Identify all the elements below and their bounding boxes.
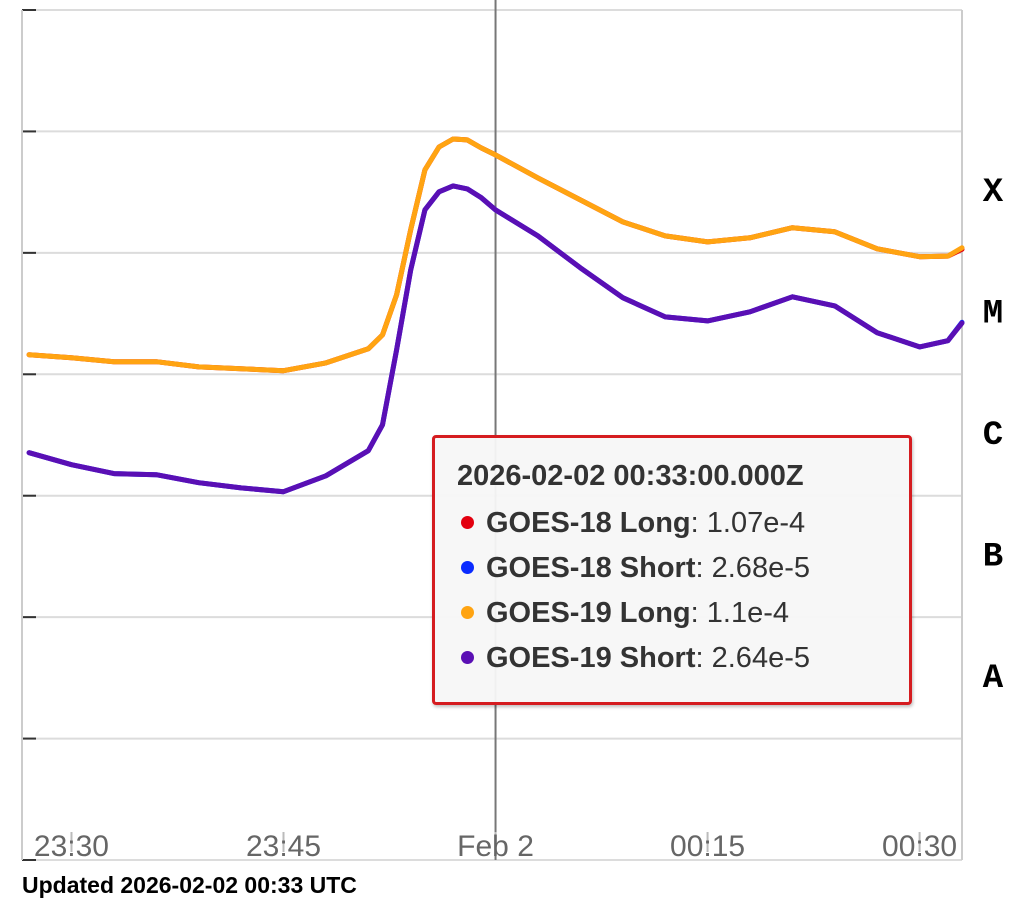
x-tick-label: 00:15 <box>670 830 745 863</box>
class-label: A <box>983 660 1004 698</box>
tooltip-row: GOES-19 Short: 2.64e-5 <box>457 636 909 681</box>
legend-name: GOES-19 Short <box>486 642 696 674</box>
legend-name: GOES-18 Long <box>486 507 691 539</box>
legend-dot <box>461 516 474 530</box>
series-line <box>26 183 965 495</box>
class-label: X <box>983 174 1004 212</box>
tooltip-row: GOES-18 Long: 1.07e-4 <box>457 501 909 546</box>
legend-name: GOES-19 Long <box>486 597 691 629</box>
tooltip-row: GOES-18 Short: 2.68e-5 <box>457 546 909 591</box>
class-label: M <box>983 296 1003 334</box>
x-tick-label: Feb 2 <box>457 830 534 863</box>
class-label: C <box>983 417 1003 455</box>
x-tick-label: 23:45 <box>246 830 321 863</box>
tooltip-value: 2.68e-5 <box>711 552 810 584</box>
legend-name: GOES-18 Short <box>486 552 696 584</box>
series-line <box>26 136 965 374</box>
updated-footer: Updated 2026-02-02 00:33 UTC <box>22 872 357 898</box>
tooltip-value: 1.07e-4 <box>706 507 806 539</box>
tooltip-value: 1.1e-4 <box>706 597 789 629</box>
tooltip-value: 2.64e-5 <box>711 642 810 674</box>
legend-dot <box>461 651 474 665</box>
legend-dot <box>461 606 474 620</box>
x-tick-label: 23:30 <box>34 830 109 863</box>
tooltip-title: 2026-02-02 00:33:00.000Z <box>457 460 804 492</box>
tooltip: 2026-02-02 00:33:00.000Z GOES-18 Long: 1… <box>432 435 912 705</box>
legend-dot <box>461 561 474 575</box>
x-tick-label: 00:30 <box>882 830 957 863</box>
tooltip-row: GOES-19 Long: 1.1e-4 <box>457 591 909 636</box>
class-label: B <box>983 538 1003 576</box>
